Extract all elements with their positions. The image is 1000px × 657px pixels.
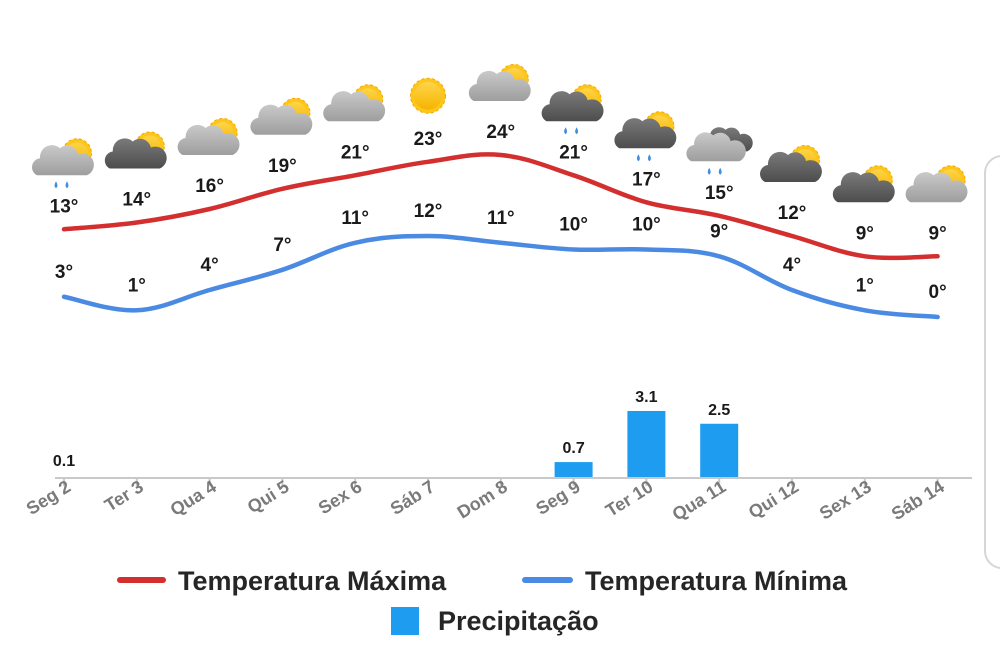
cloud-sun-icon xyxy=(323,84,386,122)
max-temp-label: 16° xyxy=(195,176,224,197)
cloud-sun-icon xyxy=(468,64,531,101)
dark-cloud-sun-rain-icon xyxy=(614,111,677,162)
legend: Temperatura Máxima Temperatura Mínima Pr… xyxy=(117,566,848,636)
side-scroll-handle[interactable] xyxy=(984,155,1000,569)
max-temp-label: 14° xyxy=(122,190,151,211)
weather-icons xyxy=(32,64,968,203)
min-temp-label: 1° xyxy=(128,275,146,296)
min-temp-label: 12° xyxy=(414,201,443,222)
legend-label-precip: Precipitação xyxy=(438,606,599,636)
x-tick-label: Sex 13 xyxy=(816,476,875,523)
legend-swatch-precip xyxy=(391,607,419,635)
min-temp-label: 10° xyxy=(559,215,588,236)
cloud-sun-icon xyxy=(250,97,313,135)
min-temp-label: 11° xyxy=(341,208,369,229)
x-tick-label: Qua 4 xyxy=(167,476,220,519)
x-axis-ticks: Seg 2 Ter 3 Qua 4 Qui 5 Sex 6 Sáb 7 Dom 8 Seg 9… xyxy=(23,476,948,524)
legend-label-min: Temperatura Mínima xyxy=(585,566,848,596)
x-tick-label: Seg 2 xyxy=(23,476,74,518)
max-temp-label: 12° xyxy=(778,203,807,224)
clouds-rain-icon xyxy=(686,127,753,175)
max-temp-label: 9° xyxy=(929,223,947,244)
x-tick-label: Sáb 14 xyxy=(888,476,948,524)
min-temp-label: 10° xyxy=(632,215,661,236)
x-tick-label: Sáb 7 xyxy=(387,476,438,518)
temperature-lines xyxy=(61,152,940,320)
min-temperature-line xyxy=(61,233,940,320)
temperature-labels: 13° 14° 16° 19° 21° 23° 24° 21° 17° 15° 12° 9° 9° 3° 1… xyxy=(50,122,947,303)
dark-cloud-sun-icon xyxy=(104,131,167,169)
max-temperature-line xyxy=(61,152,940,261)
legend-label-max: Temperatura Máxima xyxy=(178,566,447,596)
min-temp-label: 11° xyxy=(487,208,515,229)
max-temp-label: 9° xyxy=(856,223,874,244)
precipitation-label: 0.7 xyxy=(562,440,584,457)
precipitation-bar xyxy=(554,462,593,477)
max-temp-label: 17° xyxy=(632,169,661,190)
max-temp-label: 21° xyxy=(341,142,370,163)
max-temp-label: 21° xyxy=(559,142,588,163)
precipitation-bars: 0.1 0.7 3.1 2.5 xyxy=(53,389,739,477)
cloud-sun-icon xyxy=(905,165,968,203)
min-temp-label: 4° xyxy=(201,255,219,276)
x-tick-label: Ter 3 xyxy=(101,476,147,515)
precipitation-label: 0.1 xyxy=(53,453,75,470)
x-tick-label: Ter 10 xyxy=(602,476,656,520)
cloud-sun-rain-icon xyxy=(32,138,94,189)
cloud-sun-icon xyxy=(177,118,240,155)
x-tick-label: Dom 8 xyxy=(454,476,511,522)
precipitation-bar xyxy=(700,423,739,477)
min-temp-label: 3° xyxy=(55,262,73,283)
dark-cloud-sun-rain-icon xyxy=(541,84,604,135)
precipitation-label: 3.1 xyxy=(635,389,657,406)
dark-cloud-sun-icon xyxy=(832,165,895,203)
min-temp-label: 1° xyxy=(856,275,874,296)
max-temp-label: 24° xyxy=(486,122,515,143)
x-tick-label: Qui 12 xyxy=(745,476,802,522)
max-temp-label: 13° xyxy=(50,196,79,217)
min-temp-label: 7° xyxy=(273,235,291,256)
sun-icon xyxy=(410,77,446,114)
precipitation-bar xyxy=(627,410,666,477)
min-temp-label: 0° xyxy=(929,282,947,303)
min-temp-label: 4° xyxy=(783,255,801,276)
x-tick-label: Qua 11 xyxy=(669,476,730,524)
max-temp-label: 23° xyxy=(414,129,443,150)
x-tick-label: Sex 6 xyxy=(315,476,365,518)
max-temp-label: 15° xyxy=(705,183,734,204)
dark-cloud-sun-icon xyxy=(760,145,822,182)
x-tick-label: Seg 9 xyxy=(532,476,583,518)
x-tick-label: Qui 5 xyxy=(244,476,293,517)
max-temp-label: 19° xyxy=(268,156,297,177)
precipitation-label: 2.5 xyxy=(708,402,730,419)
min-temp-label: 9° xyxy=(710,221,728,242)
